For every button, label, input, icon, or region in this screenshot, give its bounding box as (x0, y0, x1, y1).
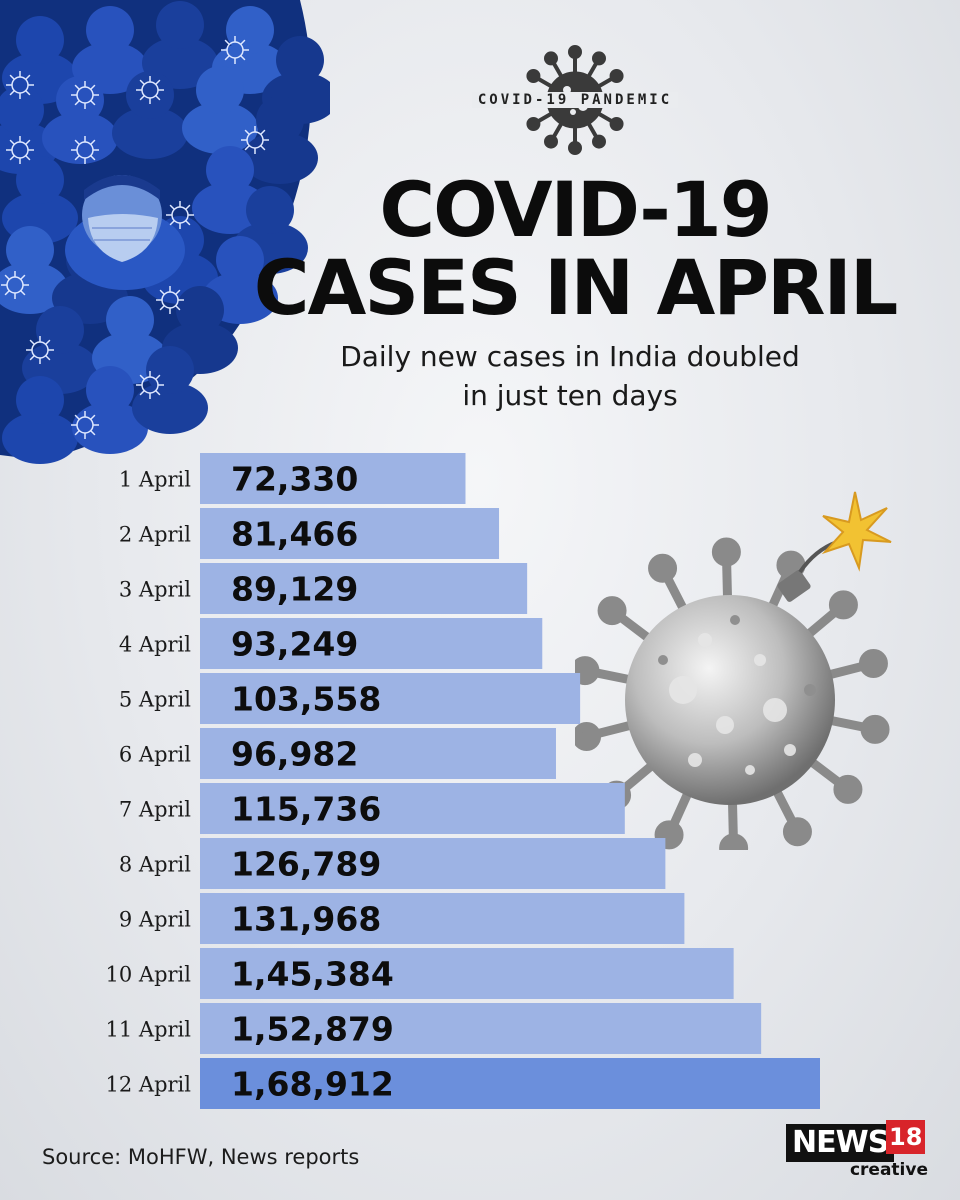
bar (200, 1003, 762, 1054)
category-label: 10 April (106, 963, 192, 987)
category-label: 8 April (119, 853, 191, 877)
subtitle-line1: Daily new cases in India doubled (340, 340, 800, 373)
category-label: 12 April (106, 1073, 192, 1097)
value-label: 96,982 (231, 735, 358, 774)
bar (200, 838, 666, 889)
category-label: 9 April (119, 908, 191, 932)
value-label: 81,466 (231, 515, 358, 554)
page-title-line2: CASES IN APRIL (253, 243, 899, 332)
crowd-illustration (0, 0, 330, 464)
value-label: 115,736 (231, 790, 381, 829)
news18-logo: NEWS 18 creative (786, 1120, 928, 1180)
value-label: 89,129 (231, 570, 358, 609)
value-label: 1,45,384 (231, 955, 394, 994)
logo-number: 18 (886, 1120, 926, 1154)
value-label: 72,330 (231, 460, 358, 499)
category-label: 7 April (119, 798, 191, 822)
page-title-line1: COVID-19 (379, 165, 772, 254)
logo-news: NEWS (786, 1124, 895, 1162)
value-label: 103,558 (231, 680, 381, 719)
category-label: 5 April (119, 688, 191, 712)
category-label: 1 April (119, 468, 191, 492)
virus-bomb-illustration (575, 491, 892, 850)
value-label: 126,789 (231, 845, 381, 884)
category-label: 6 April (119, 743, 191, 767)
bar (200, 563, 528, 614)
bar (200, 728, 556, 779)
value-label: 131,968 (231, 900, 381, 939)
bar (200, 508, 500, 559)
logo-creative: creative (849, 1160, 928, 1180)
subtitle-line2: in just ten days (462, 379, 678, 412)
category-label: 2 April (119, 523, 191, 547)
bar (200, 673, 581, 724)
category-label: 4 April (119, 633, 191, 657)
value-label: 1,68,912 (231, 1065, 394, 1104)
category-label: 11 April (106, 1018, 192, 1042)
bar (200, 948, 734, 999)
bar (200, 618, 543, 669)
badge-label: COVID-19 PANDEMIC (440, 92, 710, 108)
value-label: 1,52,879 (231, 1010, 394, 1049)
bar (200, 893, 685, 944)
bar (200, 1058, 820, 1109)
category-label: 3 April (119, 578, 191, 602)
bar (200, 783, 625, 834)
source-note: Source: MoHFW, News reports (42, 1145, 360, 1169)
cases-bar-chart: 1 April 72,330 2 April 81,466 3 April 89,129 4… (106, 453, 820, 1109)
pandemic-badge: COVID-19 PANDEMIC (440, 40, 710, 165)
value-label: 93,249 (231, 625, 358, 664)
bar (200, 453, 466, 504)
